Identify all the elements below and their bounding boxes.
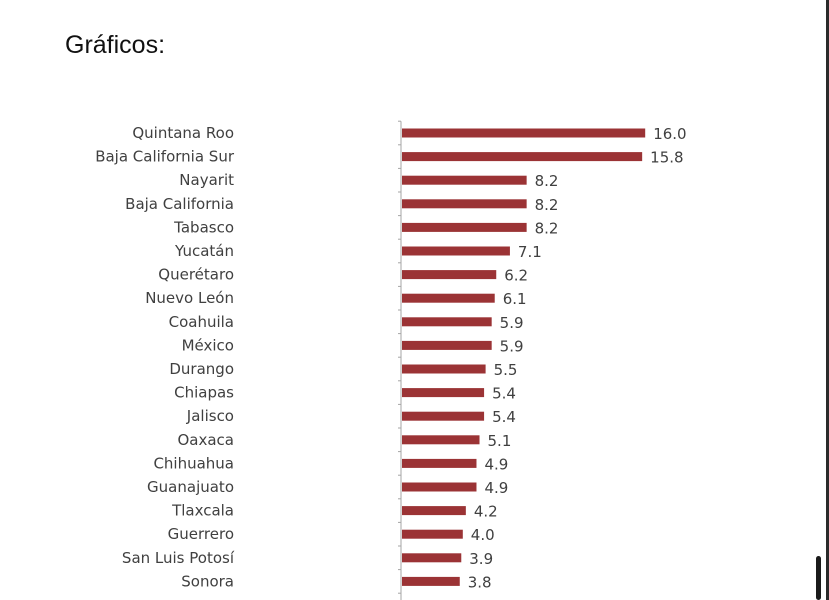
window-edge	[826, 0, 829, 600]
bar	[402, 340, 492, 350]
value-label: 5.9	[500, 314, 524, 332]
value-label: 8.2	[535, 172, 559, 190]
value-label: 8.2	[535, 219, 559, 237]
category-label: Yucatán	[174, 242, 234, 260]
value-label: 5.1	[488, 432, 512, 450]
bar	[402, 293, 495, 303]
value-label: 15.8	[650, 149, 683, 167]
bar	[402, 506, 466, 516]
category-label: México	[182, 336, 234, 354]
value-label: 4.0	[471, 526, 495, 544]
category-label: Nayarit	[179, 171, 234, 189]
category-labels: Quintana Roo Baja California Sur Nayarit Ba…	[95, 124, 235, 590]
y-axis	[398, 120, 402, 600]
value-label: 6.1	[503, 290, 527, 308]
value-label: 4.9	[484, 479, 508, 497]
bar	[402, 364, 486, 374]
category-label: Durango	[169, 360, 234, 378]
category-label: Quintana Roo	[132, 124, 234, 142]
category-label: Baja California	[125, 195, 234, 213]
category-label: Querétaro	[158, 266, 234, 284]
value-label: 4.9	[484, 455, 508, 473]
category-label: San Luis Potosí	[122, 549, 235, 567]
bar	[402, 317, 492, 327]
category-label: Sonora	[181, 572, 234, 590]
bar	[402, 576, 460, 586]
value-label: 3.9	[469, 550, 493, 568]
bar	[402, 529, 463, 539]
page-title: Gráficos:	[65, 31, 166, 59]
category-label: Tlaxcala	[171, 502, 234, 520]
bar	[402, 199, 527, 209]
scrollbar-thumb[interactable]	[816, 556, 821, 600]
value-label: 5.5	[494, 361, 518, 379]
bar	[402, 482, 477, 492]
category-label: Chiapas	[174, 384, 234, 402]
bar	[402, 388, 485, 398]
bar	[402, 222, 527, 232]
bar	[402, 411, 485, 421]
value-label: 5.4	[492, 408, 516, 426]
category-label: Tabasco	[173, 218, 234, 236]
category-label: Oaxaca	[177, 431, 234, 449]
category-label: Nuevo León	[145, 289, 234, 307]
bar	[402, 246, 510, 256]
category-label: Baja California Sur	[95, 148, 235, 166]
bar	[402, 435, 480, 445]
category-label: Guerrero	[168, 525, 234, 543]
value-label: 5.9	[500, 337, 524, 355]
bar	[402, 270, 497, 280]
value-label: 6.2	[504, 267, 528, 285]
bars	[402, 128, 646, 586]
value-label: 7.1	[518, 243, 542, 261]
bar	[402, 175, 527, 185]
bar	[402, 458, 477, 468]
bar	[402, 553, 462, 563]
value-label: 16.0	[653, 125, 686, 143]
value-label: 4.2	[474, 503, 498, 521]
category-label: Jalisco	[186, 407, 234, 425]
category-label: Chihuahua	[153, 454, 234, 472]
value-labels: 16.0 15.8 8.2 8.2 8.2 7.1 6.2 6.1 5.9 5.9 5.5 5.4 5.…	[468, 125, 687, 591]
bar	[402, 128, 646, 138]
value-label: 8.2	[535, 196, 559, 214]
category-label: Coahuila	[169, 313, 234, 331]
category-label: Guanajuato	[147, 478, 234, 496]
value-label: 3.8	[468, 573, 492, 591]
value-label: 5.4	[492, 385, 516, 403]
bar	[402, 152, 643, 162]
